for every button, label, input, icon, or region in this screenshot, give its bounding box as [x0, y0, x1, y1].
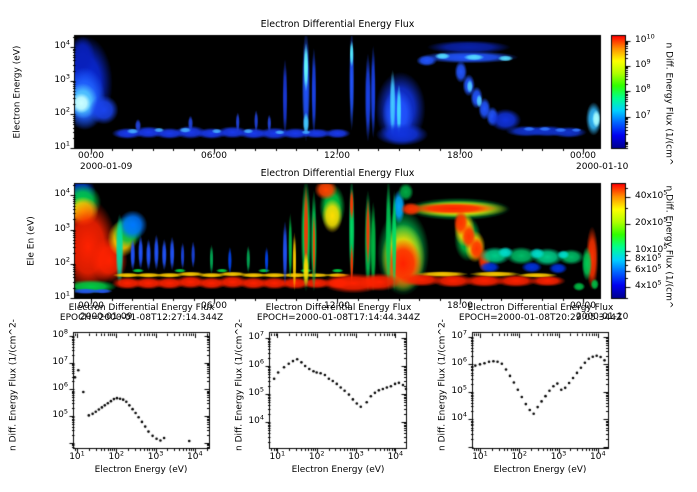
- spec2-ylabel: Ele En (eV): [26, 216, 37, 266]
- cut-xtick-label: 101: [69, 449, 85, 462]
- spec-ytick-label: 103: [54, 221, 70, 234]
- cut-xtick-label: 103: [348, 449, 364, 462]
- spec-ytick-label: 103: [54, 72, 70, 85]
- cut2-xlabel: Electron Energy (eV): [291, 465, 385, 475]
- spec-ytick-label: 104: [54, 186, 70, 200]
- spec-ytick-label: 102: [54, 255, 70, 268]
- spec2-title: Electron Differential Energy Flux: [260, 168, 415, 179]
- cut-ytick-label: 107: [451, 328, 467, 341]
- spec-xtick-label: 00:00: [78, 151, 104, 161]
- colorbar-tick-label: 20x105: [635, 215, 668, 228]
- cut-ytick-label: 104: [248, 413, 264, 426]
- cut3-title: Electron Differential Energy Flux: [467, 303, 614, 313]
- cut-xtick-label: 103: [147, 449, 164, 462]
- cut-ytick-label: 105: [52, 407, 68, 420]
- spec1-colorbar-label: n Diff. Energy Flux (1/(cm^: [663, 42, 674, 166]
- cut2-title: Electron Differential Energy Flux: [265, 303, 412, 313]
- cut1-title: Electron Differential Energy Flux: [68, 303, 215, 313]
- spec-xtick-label: 00:00: [78, 301, 104, 311]
- spec-xtick-label: 18:00: [447, 151, 473, 161]
- colorbar-tick-label: 108: [635, 82, 651, 95]
- cut-ytick-label: 106: [52, 380, 68, 394]
- colorbar-tick-label: 6x105: [635, 262, 662, 275]
- cut3-xlabel: Electron Energy (eV): [493, 465, 587, 475]
- colorbar-tick-label: 40x105: [635, 188, 668, 201]
- colorbar-tick-label: 4x105: [635, 278, 662, 291]
- spec2-date-left: 2000-01-09: [80, 312, 133, 322]
- spec1-ylabel: Electron Energy (eV): [12, 45, 23, 139]
- cut1-xlabel: Electron Energy (eV): [94, 465, 188, 475]
- cut-xtick-label: 104: [387, 449, 404, 462]
- spec-xtick-label: 12:00: [324, 301, 350, 311]
- cut-xtick-label: 101: [269, 449, 286, 462]
- spec-ytick-label: 104: [54, 38, 70, 52]
- colorbar-tick-label: 1010: [635, 32, 655, 45]
- spec-xtick-label: 00:00: [570, 301, 596, 311]
- cut-ytick-label: 107: [248, 329, 264, 343]
- spec-xtick-label: 00:00: [570, 151, 596, 161]
- spec-xtick-label: 12:00: [324, 151, 350, 161]
- spec-xtick-label: 06:00: [200, 151, 227, 161]
- cut2-epoch: EPOCH=2000-01-08T17:14:44.344Z: [256, 313, 421, 323]
- spec-ytick-label: 101: [54, 289, 70, 302]
- colorbar-tick-label: 10x105: [635, 242, 668, 255]
- cut-xtick-label: 104: [187, 449, 203, 462]
- cut-xtick-label: 102: [511, 449, 528, 462]
- cut-ytick-label: 106: [248, 357, 264, 371]
- colorbar-tick-label: 107: [635, 108, 651, 121]
- cut-ytick-label: 108: [52, 327, 68, 340]
- spec-xtick-label: 18:00: [447, 301, 473, 311]
- cut-ytick-label: 105: [248, 385, 264, 398]
- colorbar-tick-label: 109: [635, 57, 651, 70]
- cut-xtick-label: 102: [108, 449, 125, 462]
- spec1-date-right: 2000-01-10: [576, 162, 629, 172]
- spec-ytick-label: 101: [54, 139, 70, 152]
- spec1-date-left: 2000-01-09: [80, 162, 133, 172]
- cut-xtick-label: 103: [550, 449, 567, 462]
- cut3-epoch: EPOCH=2000-01-08T20:29:05.344Z: [458, 313, 623, 323]
- colorbar-tick-label: 8x105: [635, 251, 662, 264]
- cut1-epoch: EPOCH=2000-01-08T12:27:14.344Z: [59, 313, 224, 323]
- cut-ytick-label: 105: [451, 383, 467, 396]
- spec-xtick-label: 06:00: [200, 301, 227, 311]
- cut-ytick-label: 106: [451, 355, 467, 369]
- spec-ytick-label: 102: [54, 105, 70, 119]
- cut-ytick-label: 104: [451, 410, 467, 424]
- cut-xtick-label: 102: [308, 449, 325, 462]
- cut-xtick-label: 101: [472, 449, 488, 462]
- spec2-date-right: 2000-01-10: [576, 312, 629, 322]
- cut-xtick-label: 104: [589, 449, 606, 462]
- spec1-title: Electron Differential Energy Flux: [260, 19, 415, 30]
- cut1-ylabel: n Diff. Energy Flux (1/(cm^2-: [8, 319, 19, 451]
- cut-ytick-label: 107: [52, 354, 68, 367]
